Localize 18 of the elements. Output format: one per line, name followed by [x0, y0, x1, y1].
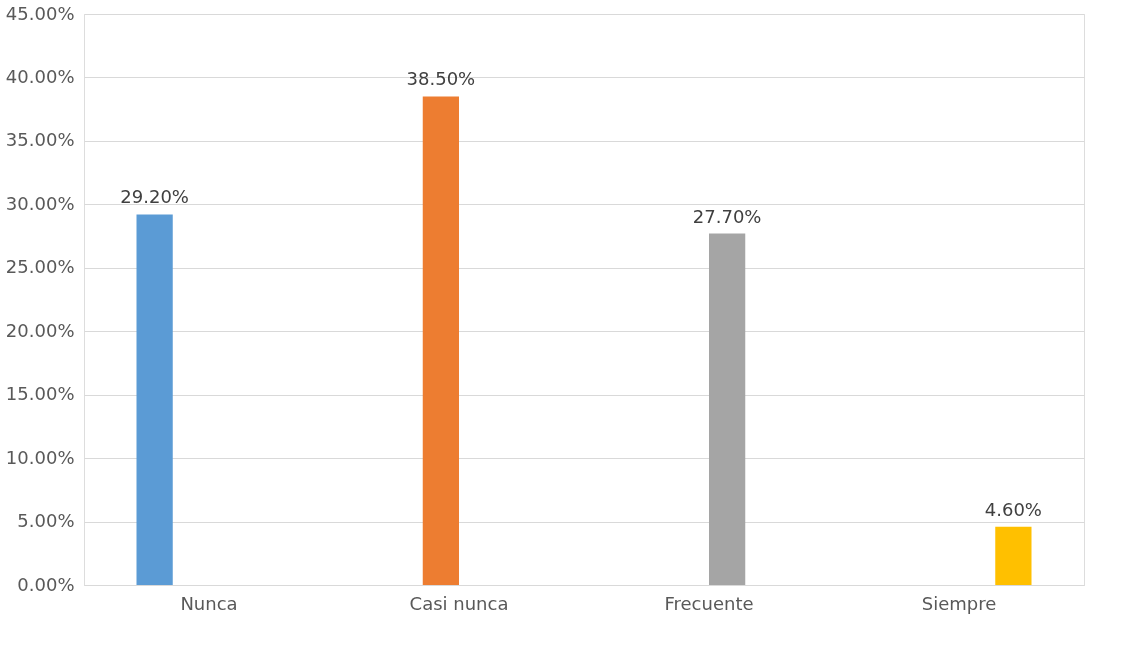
data-label: 29.20%: [120, 186, 189, 208]
y-tick-label: 10.00%: [5, 446, 75, 468]
y-tick-label: 20.00%: [5, 319, 75, 341]
y-tick-label: 25.00%: [5, 256, 75, 278]
y-tick-label: 35.00%: [5, 129, 75, 151]
y-tick-label: 40.00%: [5, 65, 75, 87]
y-tick-label: 15.00%: [5, 383, 75, 405]
y-tick-label: 0.00%: [17, 573, 75, 595]
y-tick-label: 30.00%: [5, 192, 75, 214]
x-tick-label: Nunca: [180, 592, 238, 614]
y-tick-label: 45.00%: [5, 2, 75, 24]
y-tick-label: 5.00%: [17, 510, 75, 532]
data-label: 38.50%: [406, 68, 476, 90]
data-label: 4.60%: [984, 498, 1042, 520]
x-tick-label: Siempre: [921, 592, 997, 614]
x-tick-label: Casi nunca: [409, 592, 509, 614]
data-label: 27.70%: [692, 205, 762, 227]
x-tick-label: Frecuente: [664, 592, 754, 614]
